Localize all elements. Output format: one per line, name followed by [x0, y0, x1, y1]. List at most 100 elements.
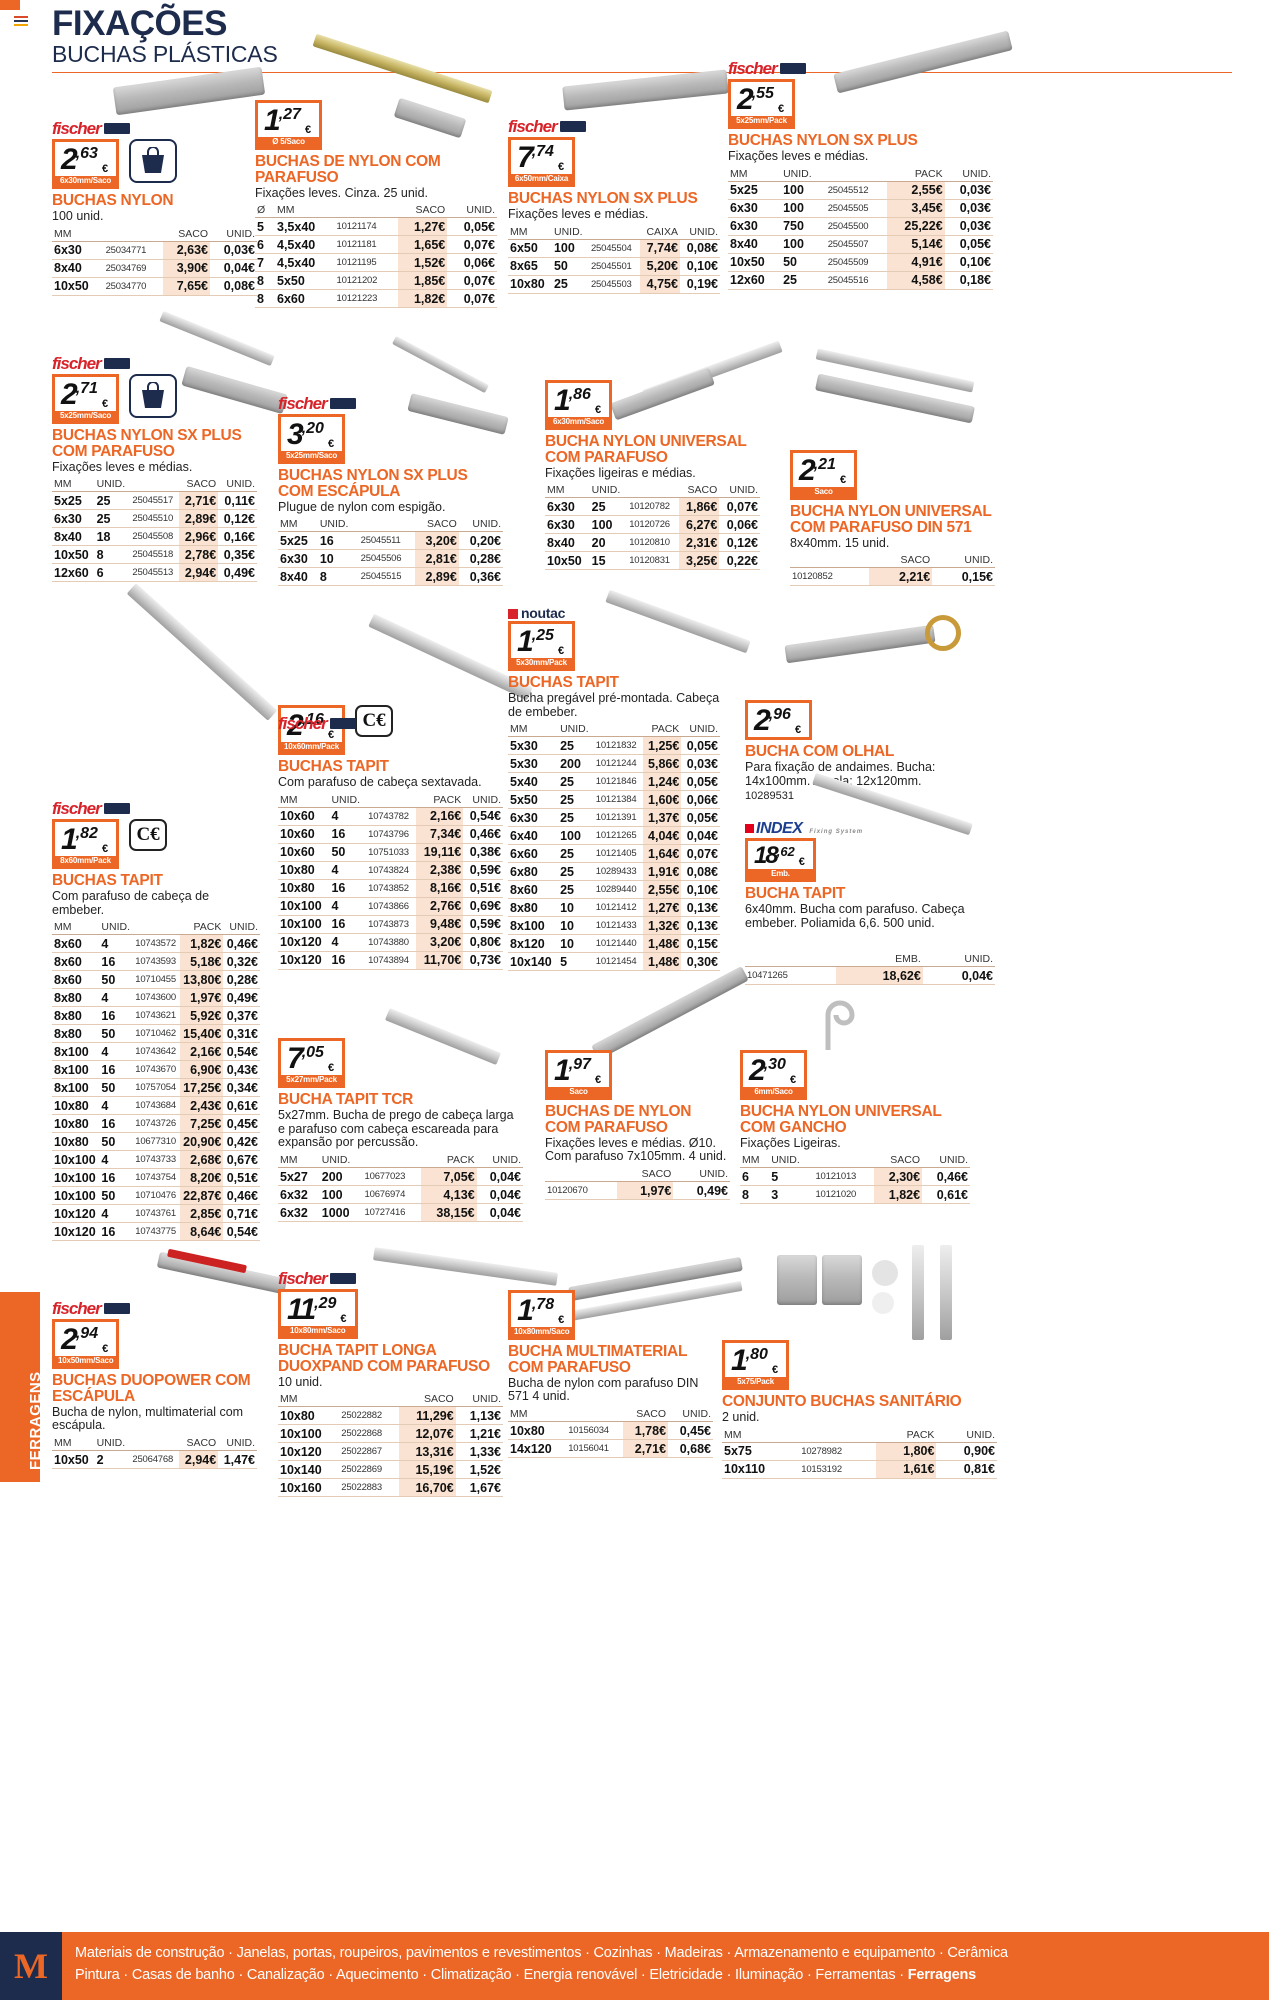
fischer-logo-box: [329, 1273, 356, 1284]
page-title: FIXAÇÕES: [52, 4, 227, 43]
table-row: 10x120 4 10743880 3,20€ 0,80€: [278, 933, 503, 952]
col-saco: SACO: [874, 1153, 923, 1169]
col-mm: MM: [508, 224, 552, 240]
table-row: 10x80 4 10743684 2,43€ 0,61€: [52, 1096, 260, 1116]
product-photo-plug: [591, 966, 749, 1060]
table-row: 6x30 25 25045510 2,89€ 0,12€: [52, 509, 257, 529]
product-bucha-multimaterial-com-parafuso[interactable]: 1,78 € 10x80mm/Saco BUCHA MULTIMATERIAL C…: [508, 1256, 743, 1459]
table-row: 10x80 25 25045503 4,75€ 0,19€: [508, 275, 720, 294]
table-row: 10x80 16 10743852 8,16€ 0,51€: [278, 879, 503, 898]
price-table: MM UNID. CAIXA UNID. 6x50 100 25045504 7,74€ 0,…: [508, 224, 720, 294]
product-bucha-tapit-longa-duoxpand[interactable]: fischer 11,29 € 10x80mm/Saco BUCHA TAPIT …: [278, 1247, 559, 1498]
product-conjunto-buchas-sanitario[interactable]: 1,80 € 5x75/Pack CONJUNTO BUCHAS SANITÁRI…: [722, 1245, 997, 1479]
col-unid: UNID.: [476, 1153, 523, 1169]
price-note: 5x25mm/Pack: [731, 116, 793, 126]
table-row: 8x40 8 25045515 2,89€ 0,36€: [278, 567, 503, 587]
col-saco: SACO: [869, 553, 933, 569]
header-divider: [52, 72, 1232, 73]
table-row: 10x120 16 10743775 8,64€ 0,54€: [52, 1222, 260, 1242]
table-row: 6x80 25 10289433 1,91€ 0,08€: [508, 862, 720, 882]
page-header: FIXAÇÕES BUCHAS PLÁSTICAS: [52, 6, 1232, 73]
col-unid: UNID.: [944, 166, 993, 182]
table-row: 10120852 2,21€ 0,15€: [790, 567, 995, 587]
table-row: 6x30 25034771 2,63€ 0,03€: [52, 241, 257, 260]
table-row: 10x80 4 10743824 2,38€ 0,59€: [278, 861, 503, 880]
col-pack: PACK: [421, 1153, 477, 1169]
price-tag: 2,16 € 10x60mm/Pack: [278, 705, 346, 755]
page-subtitle: BUCHAS PLÁSTICAS: [52, 41, 278, 67]
product-buchas-tapit-sextavada[interactable]: 2,16 € 10x60mm/Pack C€ BUCHAS TAPIT Com p…: [278, 613, 533, 970]
product-buchas-nylon-com-parafuso[interactable]: 1,27 € Ø 5/Saco BUCHAS DE NYLON COM PARAF…: [255, 33, 497, 309]
col-unid: UNID.: [679, 224, 720, 240]
product-buchas-tapit-noutac[interactable]: noutac 1,25 € 5x30mm/Pack BUCHAS TAPIT Bu…: [508, 589, 751, 972]
product-title: BUCHAS DE NYLON COM PARAFUSO: [545, 1103, 692, 1136]
price-table: MM SACO UNID. 10x80 10156034 1,78€ 0,45€ 14x1…: [508, 1407, 713, 1459]
product-photo-screw: [126, 583, 278, 721]
product-bucha-tapit-tcr[interactable]: 7,05 € 5x27mm/Pack BUCHA TAPIT TCR 5x27mm…: [278, 1007, 523, 1223]
product-subtitle: Com parafuso de cabeça sextavada.: [278, 774, 482, 789]
price-tag: 1,97 € Saco: [545, 1050, 613, 1100]
product-buchas-nylon-sx-plus-pack[interactable]: fischer 2,55 € 5x25mm/Pack BUCHAS NYLON S…: [728, 30, 1013, 290]
product-buchas-nylon[interactable]: fischer 2,63 € 6x30mm/Saco BUCHAS NYLON 1…: [52, 66, 266, 296]
product-photo-screw: [940, 1245, 952, 1340]
product-photo-plug: [610, 367, 715, 421]
col-unid: UNID.: [922, 1153, 970, 1169]
product-subtitle: 100 unid.: [52, 208, 104, 223]
col-mm: MM: [722, 1427, 800, 1443]
price-note: 5x25mm/Saco: [55, 411, 117, 421]
price-table: MM UNID. SACO UNID. 6x30 25 10120782 1,86€ 0,07…: [545, 483, 760, 571]
product-bucha-nylon-universal-din571[interactable]: 2,21 € Saco BUCHA NYLON UNIVERSAL COM PAR…: [790, 348, 995, 587]
price-tag: 1,78 € 10x80mm/Saco: [508, 1290, 576, 1340]
table-row: 10x140 5 10121454 1,48€ 0,30€: [508, 952, 720, 972]
product-sx-plus-com-parafuso[interactable]: fischer 2,71 € 5x25mm/Saco BUCHAS NYLON S…: [52, 310, 288, 583]
product-buchas-nylon-com-parafuso-o10[interactable]: 1,97 € Saco BUCHAS DE NYLON COM PARAFUSO …: [545, 966, 749, 1201]
table-row: 10x140 25022869 15,19€ 1,52€: [278, 1460, 503, 1480]
price-table: EMB. UNID. 10471265 18,62€ 0,04€: [745, 952, 995, 986]
col-saco: SACO: [399, 1392, 456, 1408]
section-tab-ferragens[interactable]: FERRAGENS: [0, 1292, 44, 1482]
table-row: 5x25 100 25045512 2,55€ 0,03€: [728, 181, 993, 200]
product-buchas-tapit-embeber[interactable]: fischer 1,82 € 8x60mm/Pack C€ BUCHAS TAPI…: [52, 583, 278, 1242]
product-bucha-tapit-index[interactable]: INDEX Fixing System 18,62 € Emb. BUCHA TA…: [745, 772, 995, 986]
fischer-logo-box: [103, 358, 130, 369]
product-photo-plug: [777, 1255, 817, 1305]
footer-current-section: Ferragens: [907, 1967, 977, 1984]
price-table: MM SACO UNID. 6x30 25034771 2,63€ 0,03€ 8x40 2…: [52, 226, 257, 296]
col-pack: PACK: [886, 166, 945, 182]
table-row: 8x80 10 10121412 1,27€ 0,13€: [508, 898, 720, 918]
product-buchas-duopower-com-escapula[interactable]: fischer 2,94 € 10x50mm/Saco BUCHAS DUOPOW…: [52, 1248, 288, 1470]
brand-fischer: fischer: [278, 395, 503, 412]
table-row: 10x120 25022867 13,31€ 1,33€: [278, 1442, 503, 1462]
col-mm: MM: [278, 792, 330, 808]
col-unid: UNID.: [558, 722, 594, 738]
product-bucha-nylon-universal-com-parafuso[interactable]: 1,86 € 6x30mm/Saco BUCHA NYLON UNIVERSAL …: [545, 340, 783, 571]
table-row: 5x75 10278982 1,80€ 0,90€: [722, 1442, 997, 1461]
table-row: 5x30 200 10121244 5,86€ 0,03€: [508, 754, 720, 774]
product-subtitle: Plugue de nylon com espigão.: [278, 499, 446, 514]
col-unid: UNID.: [458, 517, 503, 533]
col-saco: SACO: [678, 483, 720, 499]
brand-fischer: fischer: [508, 118, 720, 135]
hamburger-icon[interactable]: [14, 16, 28, 28]
price-note: 6x30mm/Saco: [55, 176, 117, 186]
price-tag: 1,25 € 5x30mm/Pack: [508, 621, 576, 671]
product-bucha-nylon-universal-com-gancho[interactable]: 2,30 € 6mm/Saco BUCHA NYLON UNIVERSAL COM…: [740, 1000, 970, 1205]
section-tab-label: FERRAGENS: [27, 1371, 44, 1470]
price-table: MM UNID. PACK UNID. 8x60 4 10743572 1,82€ 0,46€…: [52, 920, 260, 1242]
price-note: 5x25mm/Saco: [281, 451, 343, 461]
product-buchas-nylon-sx-plus[interactable]: fischer 7,74 € 6x50mm/Caixa BUCHAS NYLON …: [508, 69, 729, 294]
col-unid: UNID.: [673, 1167, 730, 1183]
product-bucha-com-olhal[interactable]: 2,96 € BUCHA COM OLHAL Para fixação de an…: [745, 615, 995, 802]
table-row: 8 3 10121020 1,82€ 0,61€: [740, 1185, 970, 1205]
table-row: 8x65 50 25045501 5,20€ 0,10€: [508, 257, 720, 276]
product-sx-plus-com-escapula[interactable]: fischer 3,20 € 5x25mm/Saco BUCHAS NYLON S…: [278, 335, 509, 587]
product-subtitle: Fixações leves e médias.: [728, 148, 869, 163]
col-mm: MM: [278, 1153, 320, 1169]
table-row: 8x80 4 10743600 1,97€ 0,49€: [52, 988, 260, 1008]
product-photo-screw: [912, 1245, 924, 1340]
price-tag: 7,74 € 6x50mm/Caixa: [508, 137, 576, 187]
col-unid: UNID.: [218, 477, 257, 493]
table-row: 5x25 25 25045517 2,71€ 0,11€: [52, 491, 257, 511]
col-unid: UNID.: [681, 722, 720, 738]
product-photo-hook: [820, 995, 860, 1050]
